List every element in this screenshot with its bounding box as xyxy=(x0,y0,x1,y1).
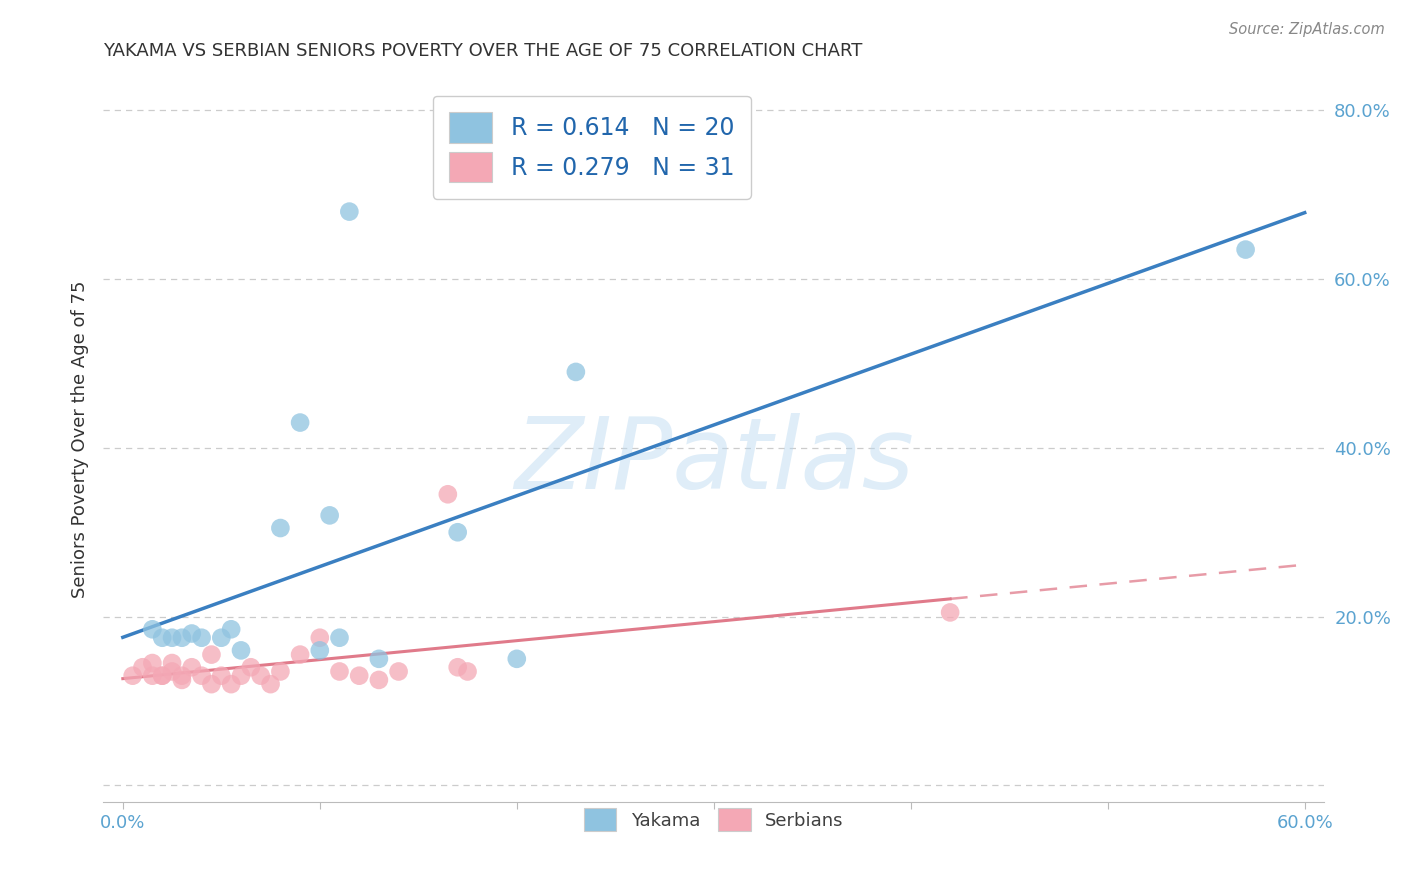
Point xyxy=(308,631,330,645)
Point xyxy=(209,631,232,645)
Point xyxy=(288,648,311,662)
Point xyxy=(170,669,193,683)
Point xyxy=(239,660,262,674)
Y-axis label: Seniors Poverty Over the Age of 75: Seniors Poverty Over the Age of 75 xyxy=(72,281,89,599)
Point xyxy=(328,631,350,645)
Point xyxy=(170,631,193,645)
Point xyxy=(939,606,962,620)
Point xyxy=(367,652,389,666)
Point xyxy=(259,677,281,691)
Point xyxy=(457,665,479,679)
Point xyxy=(180,660,202,674)
Point xyxy=(200,677,222,691)
Point xyxy=(200,648,222,662)
Point xyxy=(141,622,163,636)
Point xyxy=(367,673,389,687)
Point xyxy=(160,665,183,679)
Point xyxy=(219,677,242,691)
Point xyxy=(131,660,153,674)
Point xyxy=(170,673,193,687)
Point xyxy=(150,669,173,683)
Text: ZIPatlas: ZIPatlas xyxy=(513,413,914,509)
Point xyxy=(180,626,202,640)
Point xyxy=(160,656,183,670)
Point xyxy=(121,669,143,683)
Point xyxy=(387,665,409,679)
Point xyxy=(269,665,291,679)
Point xyxy=(249,669,271,683)
Point xyxy=(506,652,529,666)
Point xyxy=(141,656,163,670)
Point xyxy=(150,631,173,645)
Point xyxy=(437,487,460,501)
Point xyxy=(150,669,173,683)
Point xyxy=(318,508,340,523)
Point xyxy=(209,669,232,683)
Text: Source: ZipAtlas.com: Source: ZipAtlas.com xyxy=(1229,22,1385,37)
Point xyxy=(347,669,370,683)
Point xyxy=(160,631,183,645)
Point xyxy=(565,365,588,379)
Point xyxy=(190,631,212,645)
Point xyxy=(229,669,252,683)
Point xyxy=(1234,243,1257,257)
Text: YAKAMA VS SERBIAN SENIORS POVERTY OVER THE AGE OF 75 CORRELATION CHART: YAKAMA VS SERBIAN SENIORS POVERTY OVER T… xyxy=(103,42,862,60)
Point xyxy=(229,643,252,657)
Point xyxy=(447,660,470,674)
Point xyxy=(288,416,311,430)
Point xyxy=(447,525,470,540)
Legend: Yakama, Serbians: Yakama, Serbians xyxy=(571,796,856,844)
Point xyxy=(141,669,163,683)
Point xyxy=(219,622,242,636)
Point xyxy=(308,643,330,657)
Point xyxy=(337,204,360,219)
Point xyxy=(328,665,350,679)
Point xyxy=(190,669,212,683)
Point xyxy=(269,521,291,535)
